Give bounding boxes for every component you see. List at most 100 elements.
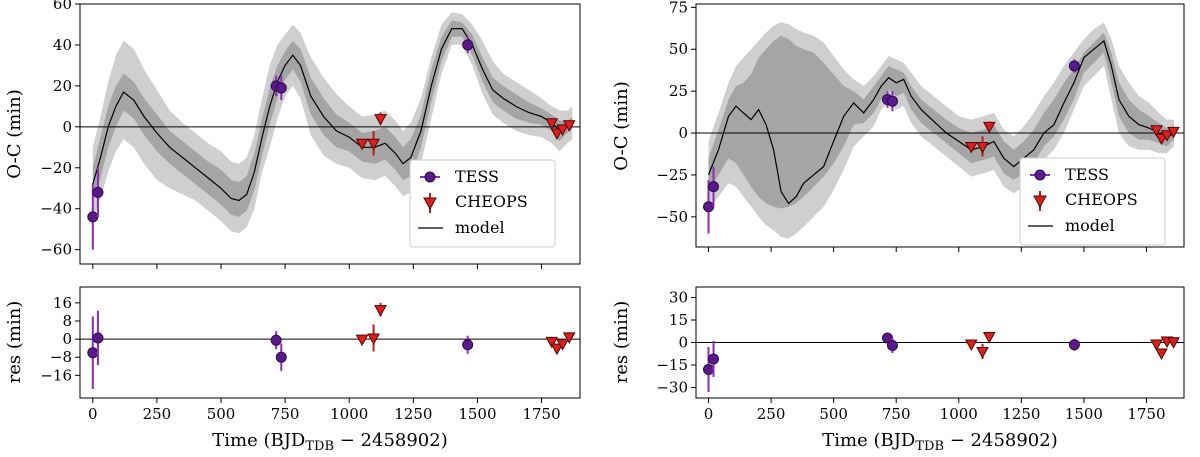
cheops-point — [545, 118, 559, 130]
x-tick-label: 500 — [819, 405, 848, 423]
tess-point — [92, 332, 104, 344]
plot-content — [80, 302, 580, 389]
y-tick-label: −16 — [40, 366, 72, 384]
tess-point — [886, 340, 898, 351]
left-res-frame — [79, 286, 581, 399]
x-tick-label: 0 — [704, 405, 714, 423]
tess-point — [462, 39, 474, 51]
tess-point — [270, 334, 282, 346]
y-tick-label: −60 — [40, 241, 72, 259]
plot-content — [696, 22, 1184, 239]
right-oc-ylabel: O-C (min) — [611, 81, 632, 170]
cheops-point — [1167, 337, 1180, 349]
y-tick-label: −20 — [40, 159, 72, 177]
right-res-ylabel: res (min) — [611, 301, 632, 384]
right-res-panel: −30 −15 0 15 30 0 250 500 750 1000 1250 1500 1750 r… — [611, 286, 1185, 454]
cheops-point — [556, 124, 569, 136]
y-tick-label: −25 — [656, 166, 688, 184]
x-tick-label: 750 — [271, 405, 300, 423]
cheops-point — [964, 339, 978, 352]
cheops-point — [355, 334, 369, 347]
right-legend-box — [1019, 157, 1166, 246]
cheops-point — [1150, 339, 1163, 352]
legend-cheops-marker — [1033, 195, 1047, 209]
left-res-ylabel: res (min) — [4, 301, 25, 384]
legend-cheops-label: CHEOPS — [455, 192, 528, 211]
left-legend-box — [409, 159, 556, 248]
x-tick-label: 750 — [882, 405, 911, 423]
tess-point — [275, 351, 287, 363]
legend-model-label: model — [455, 218, 505, 237]
cheops-point — [976, 141, 989, 154]
cheops-point — [355, 138, 369, 151]
model-line — [92, 28, 573, 202]
right-oc-frame — [695, 3, 1185, 248]
x-tick-label: 1750 — [1127, 405, 1165, 423]
y-tick-label: −40 — [40, 200, 72, 218]
x-tick-label: 1500 — [1065, 405, 1103, 423]
x-tick-label: 250 — [757, 405, 786, 423]
y-tick-label: −30 — [656, 379, 688, 397]
y-tick-label: −15 — [656, 356, 688, 374]
cheops-point — [1160, 130, 1174, 142]
left-oc-ylabel: O-C (min) — [4, 89, 25, 178]
y-tick-label: 30 — [669, 289, 688, 307]
cheops-point — [1167, 126, 1180, 139]
model-line — [707, 39, 1175, 205]
cheops-point — [545, 336, 559, 349]
y-tick-label: 60 — [53, 0, 72, 13]
left-legend: TESS CHEOPS model — [409, 159, 556, 248]
x-tick-label: 1750 — [522, 405, 560, 423]
cheops-point — [374, 114, 387, 126]
cheops-point — [562, 332, 576, 344]
cheops-point — [367, 333, 380, 346]
y-tick-label: 16 — [53, 294, 72, 312]
tess-point — [708, 181, 720, 193]
legend-tess-marker — [1034, 169, 1046, 181]
cheops-point — [556, 339, 569, 351]
right-xlabel: Time (BJDTDB − 2458902) — [822, 430, 1057, 454]
y-tick-label: 15 — [669, 311, 688, 329]
x-tick-label: 250 — [143, 405, 172, 423]
left-oc-frame — [79, 3, 581, 265]
cheops-point — [964, 141, 978, 154]
y-tick-label: −50 — [656, 208, 688, 226]
legend-cheops-label: CHEOPS — [1065, 190, 1138, 209]
y-tick-label: 40 — [53, 36, 72, 54]
tess-point — [708, 353, 720, 365]
legend-tess-label: TESS — [455, 167, 499, 186]
y-tick-label: 0 — [62, 330, 72, 348]
y-tick-label: −8 — [50, 348, 72, 366]
cheops-point — [374, 305, 387, 317]
tess-point — [87, 347, 99, 359]
legend-tess-label: TESS — [1065, 165, 1109, 184]
x-tick-label: 1500 — [458, 405, 496, 423]
y-tick-label: 50 — [669, 40, 688, 58]
x-tick-label: 500 — [207, 405, 236, 423]
plot-content — [80, 12, 580, 250]
right-oc-panel: −50 −25 0 25 50 75 O-C (min) TESS CHEOPS mode… — [611, 0, 1185, 252]
cheops-point — [1155, 348, 1168, 361]
tess-point — [87, 211, 99, 223]
right-legend: TESS CHEOPS model — [1019, 157, 1166, 246]
tess-point — [886, 95, 898, 107]
y-tick-label: 20 — [53, 77, 72, 95]
cheops-point — [367, 138, 380, 151]
cheops-point — [976, 347, 989, 359]
y-tick-label: 0 — [62, 118, 72, 136]
x-tick-label: 1000 — [330, 405, 368, 423]
cheops-point — [1150, 125, 1163, 137]
x-tick-label: 1000 — [940, 405, 978, 423]
tess-point — [462, 339, 474, 351]
y-tick-label: 75 — [669, 0, 688, 16]
tess-point — [1068, 339, 1080, 351]
y-tick-label: 8 — [62, 312, 72, 330]
plot-content — [696, 332, 1184, 392]
y-tick-label: 0 — [678, 334, 688, 352]
x-tick-label: 1250 — [394, 405, 432, 423]
cheops-point — [550, 128, 564, 141]
model-band-inner — [92, 20, 573, 217]
tess-point — [703, 364, 715, 375]
